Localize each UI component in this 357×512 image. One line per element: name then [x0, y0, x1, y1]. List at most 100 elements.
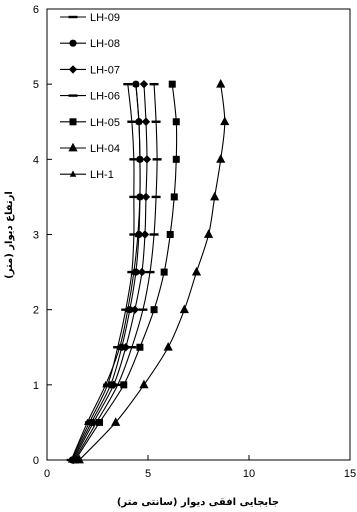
legend-marker	[69, 118, 77, 126]
data-point-lh-06	[149, 233, 159, 236]
data-point-lh-07	[121, 343, 130, 352]
legend-item-lh-09: LH-09	[60, 12, 120, 24]
data-point-lh-09	[129, 233, 139, 236]
data-point-lh-1	[67, 456, 75, 463]
data-point-lh-06	[151, 195, 161, 199]
data-point-lh-04	[139, 379, 149, 389]
data-point-lh-06	[138, 308, 148, 311]
data-point-lh-07	[137, 267, 147, 277]
data-point-lh-04	[179, 304, 189, 314]
legend-label: LH-09	[90, 12, 120, 24]
x-tick-label: 0	[44, 468, 50, 480]
x-axis-ticks: 0 5 10 15	[44, 455, 356, 480]
y-axis-title: ارتفاع دیوار (متر)	[4, 191, 15, 279]
x-tick-label: 15	[344, 468, 356, 480]
data-point-lh-1	[124, 305, 132, 313]
legend-marker	[68, 65, 78, 74]
data-point-lh-07	[142, 155, 152, 164]
legend-marker	[69, 39, 77, 47]
data-point-lh-09	[129, 195, 139, 199]
data-point-lh-04	[191, 266, 202, 276]
data-point-lh-05	[172, 118, 180, 126]
y-tick-label: 1	[33, 380, 39, 392]
data-point-lh-05	[166, 231, 174, 238]
y-tick-label: 0	[33, 455, 39, 467]
data-point-lh-04	[210, 191, 220, 201]
series-lh-04	[74, 78, 230, 464]
data-point-lh-09	[129, 158, 139, 161]
data-point-lh-07	[140, 230, 150, 239]
data-point-lh-09	[121, 308, 131, 311]
data-point-lh-06	[127, 346, 137, 349]
data-point-lh-07	[141, 117, 151, 126]
data-point-lh-04	[204, 229, 214, 238]
data-point-lh-04	[163, 342, 173, 351]
series-layer	[66, 78, 230, 465]
data-point-lh-05	[96, 418, 104, 426]
series-lh-1	[67, 80, 144, 463]
data-point-lh-1	[84, 418, 91, 426]
legend-label: LH-07	[90, 64, 120, 76]
y-tick-label: 2	[33, 305, 39, 317]
legend-label: LH-08	[90, 38, 120, 50]
data-point-lh-1	[135, 117, 143, 125]
x-axis-title: جابجایی افقی دیوار (سانتی متر)	[117, 497, 279, 508]
data-point-lh-04	[74, 454, 84, 464]
data-point-lh-06	[113, 383, 123, 387]
data-point-lh-05	[160, 268, 168, 276]
y-tick-label: 4	[33, 154, 39, 166]
legend: LH-09 LH-08 LH-07 LH-06 LH-05 LH-04 LH-1	[60, 12, 120, 181]
data-point-lh-05	[168, 80, 176, 88]
data-point-lh-1	[102, 381, 109, 388]
legend-marker	[68, 15, 78, 19]
data-point-lh-1	[134, 230, 142, 238]
data-point-lh-05	[172, 155, 180, 163]
data-point-lh-04	[216, 154, 226, 163]
legend-label: LH-1	[90, 169, 114, 181]
data-point-lh-06	[152, 158, 162, 161]
data-point-lh-09	[127, 120, 137, 123]
data-point-lh-07	[139, 79, 149, 89]
y-tick-label: 3	[33, 230, 39, 242]
data-point-lh-1	[136, 193, 144, 200]
legend-marker	[69, 170, 77, 177]
legend-marker	[68, 94, 78, 97]
data-point-lh-04	[220, 116, 230, 126]
data-point-lh-09	[113, 346, 123, 349]
data-point-lh-07	[130, 305, 140, 314]
data-point-lh-06	[151, 120, 161, 123]
y-axis-ticks: 0 1 2 3 4 5 6	[33, 4, 52, 467]
data-point-lh-05	[150, 306, 158, 314]
x-tick-label: 10	[243, 468, 255, 480]
legend-item-lh-07: LH-07	[60, 64, 120, 76]
legend-item-lh-08: LH-08	[60, 38, 120, 50]
data-point-lh-04	[111, 417, 121, 426]
data-point-lh-1	[130, 268, 138, 275]
data-point-lh-04	[216, 78, 226, 88]
legend-item-lh-06: LH-06	[60, 91, 120, 103]
x-tick-label: 5	[145, 468, 151, 480]
data-point-lh-05	[71, 456, 79, 464]
legend-label: LH-06	[90, 91, 120, 103]
data-point-lh-1	[136, 155, 144, 162]
data-point-lh-05	[136, 343, 144, 351]
data-point-lh-06	[145, 270, 155, 274]
y-tick-label: 5	[33, 79, 39, 91]
legend-marker	[68, 142, 78, 152]
legend-label: LH-04	[90, 143, 120, 155]
plot-area	[46, 8, 351, 461]
legend-item-lh-1: LH-1	[60, 169, 114, 181]
data-point-lh-09	[127, 270, 137, 274]
data-point-lh-07	[141, 192, 151, 202]
data-point-lh-05	[120, 381, 128, 389]
series-lh-05	[71, 80, 180, 464]
legend-item-lh-04: LH-04	[60, 142, 120, 155]
y-tick-label: 6	[33, 4, 39, 16]
data-point-lh-1	[132, 80, 140, 87]
data-point-lh-06	[149, 82, 159, 86]
data-point-lh-05	[170, 193, 178, 201]
data-point-lh-1	[116, 343, 124, 350]
legend-item-lh-05: LH-05	[60, 117, 120, 129]
data-point-lh-09	[123, 82, 133, 86]
